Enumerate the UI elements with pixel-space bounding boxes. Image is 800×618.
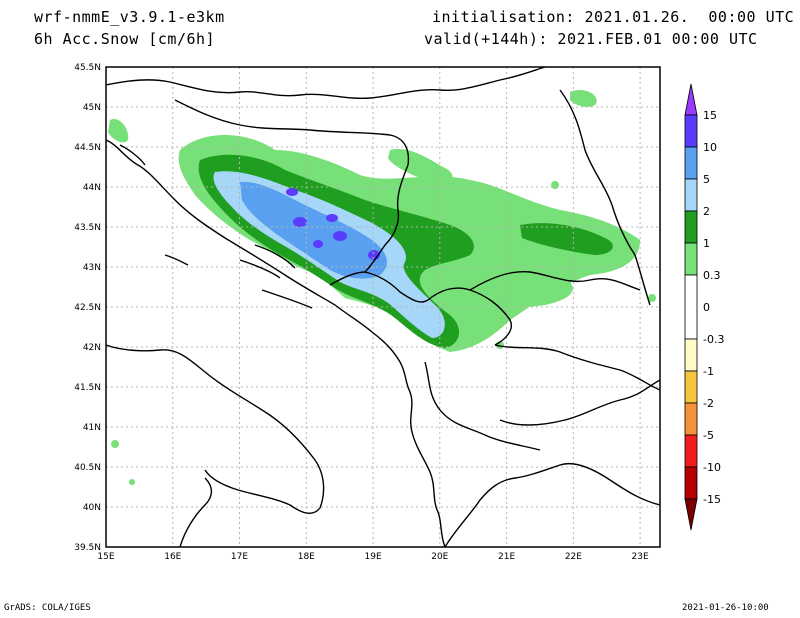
map-area xyxy=(106,67,660,547)
lat-label: 44N xyxy=(83,183,101,193)
lat-label: 42N xyxy=(83,343,101,353)
lon-label: 23E xyxy=(632,552,649,562)
lon-label: 15E xyxy=(97,552,114,562)
colorbar-label: -5 xyxy=(703,429,714,442)
field-title: 6h Acc.Snow [cm/6h] xyxy=(34,30,216,48)
colorbar-swatch xyxy=(684,242,698,276)
colorbar-swatch xyxy=(684,434,698,468)
initialisation-time: initialisation: 2021.01.26. 00:00 UTC xyxy=(432,8,795,26)
albania-greece-border xyxy=(424,361,541,451)
lat-label: 41.5N xyxy=(74,383,101,393)
lat-label: 45.5N xyxy=(74,63,101,73)
lon-label: 16E xyxy=(164,552,181,562)
colorbar-swatch xyxy=(684,402,698,436)
lat-label: 40.5N xyxy=(74,463,101,473)
snow-core-6 xyxy=(313,240,323,248)
snow-cell xyxy=(648,294,656,302)
colorbar-label: 10 xyxy=(703,141,717,154)
snow-core-1 xyxy=(286,188,298,196)
lon-label: 21E xyxy=(498,552,515,562)
snow-cell xyxy=(129,479,135,485)
colorbar-top-arrow xyxy=(684,83,698,116)
island xyxy=(239,259,281,279)
island xyxy=(164,254,189,266)
colorbar-label: 0 xyxy=(703,301,710,314)
lon-label: 17E xyxy=(231,552,248,562)
colorbar-label: 1 xyxy=(703,237,710,250)
colorbar-label: -2 xyxy=(703,397,714,410)
colorbar-swatch xyxy=(684,146,698,180)
greece-west-coast xyxy=(444,463,660,547)
snow-band-light-green-nw xyxy=(108,119,129,143)
lon-label: 18E xyxy=(298,552,315,562)
island xyxy=(254,244,296,269)
map-frame xyxy=(105,66,661,548)
bosnia-serbia-border xyxy=(364,164,409,273)
lat-label: 39.5N xyxy=(74,543,101,553)
italy-east-coast xyxy=(106,344,325,514)
lat-label: 40N xyxy=(83,503,101,513)
generation-timestamp: 2021-01-26-10:00 xyxy=(682,603,769,613)
adriatic-east-coast xyxy=(106,139,446,547)
island xyxy=(119,144,146,166)
serbia-bulgaria-border xyxy=(559,89,651,306)
colorbar xyxy=(684,83,698,531)
snow-core-4 xyxy=(333,231,347,241)
colorbar-label: -10 xyxy=(703,461,721,474)
kosovo-border xyxy=(427,287,512,346)
colorbar-label: -1 xyxy=(703,365,714,378)
snow-band-light-green-north xyxy=(388,149,453,183)
lat-label: 43N xyxy=(83,263,101,273)
snow-band-light-green-ne xyxy=(570,90,597,107)
colorbar-swatch xyxy=(684,338,698,372)
snow-core-2 xyxy=(293,217,307,227)
lon-label: 20E xyxy=(431,552,448,562)
colorbar-swatch xyxy=(684,466,698,500)
colorbar-label: -0.3 xyxy=(703,333,724,346)
lat-label: 45N xyxy=(83,103,101,113)
greece-inland xyxy=(499,379,660,426)
island xyxy=(261,289,313,309)
snow-cell xyxy=(551,181,559,189)
snow-core-3 xyxy=(326,214,338,222)
lat-label: 42.5N xyxy=(74,303,101,313)
colorbar-swatch xyxy=(684,114,698,148)
coastlines-borders xyxy=(106,67,660,547)
colorbar-swatch xyxy=(684,178,698,212)
colorbar-swatch xyxy=(684,210,698,244)
colorbar-label: 15 xyxy=(703,109,717,122)
model-title: wrf-nmmE_v3.9.1-e3km xyxy=(34,8,225,26)
serbia-south-border xyxy=(469,270,641,291)
lat-label: 44.5N xyxy=(74,143,101,153)
valid-time: valid(+144h): 2021.FEB.01 00:00 UTC xyxy=(424,30,758,48)
colorbar-label: 0.3 xyxy=(703,269,721,282)
snow-band-dark-green-east xyxy=(520,223,613,255)
colorbar-label: -15 xyxy=(703,493,721,506)
lat-axis: 45.5N 45N 44.5N 44N 43.5N 43N 42.5N 42N … xyxy=(74,63,101,553)
macedonia-border xyxy=(494,344,660,391)
lon-label: 19E xyxy=(365,552,382,562)
colorbar-swatch xyxy=(684,274,698,340)
lon-label: 22E xyxy=(565,552,582,562)
colorbar-label: 5 xyxy=(703,173,710,186)
lat-label: 41N xyxy=(83,423,101,433)
lat-label: 43.5N xyxy=(74,223,101,233)
colorbar-bottom-arrow xyxy=(684,498,698,531)
north-border xyxy=(106,67,546,100)
croatia-bosnia-border xyxy=(174,99,410,166)
italy-gulf xyxy=(179,477,213,547)
graticule xyxy=(106,67,660,547)
snow-band-blue xyxy=(240,181,387,279)
colorbar-labels: 15 10 5 2 1 0.3 0 -0.3 -1 -2 -5 -10 -15 xyxy=(703,109,724,506)
montenegro-border xyxy=(329,271,429,303)
grads-credit: GrADS: COLA/IGES xyxy=(4,603,91,613)
colorbar-label: 2 xyxy=(703,205,710,218)
colorbar-swatch xyxy=(684,370,698,404)
snow-cell xyxy=(111,440,119,448)
lon-axis: 15E 16E 17E 18E 19E 20E 21E 22E 23E xyxy=(97,552,649,562)
